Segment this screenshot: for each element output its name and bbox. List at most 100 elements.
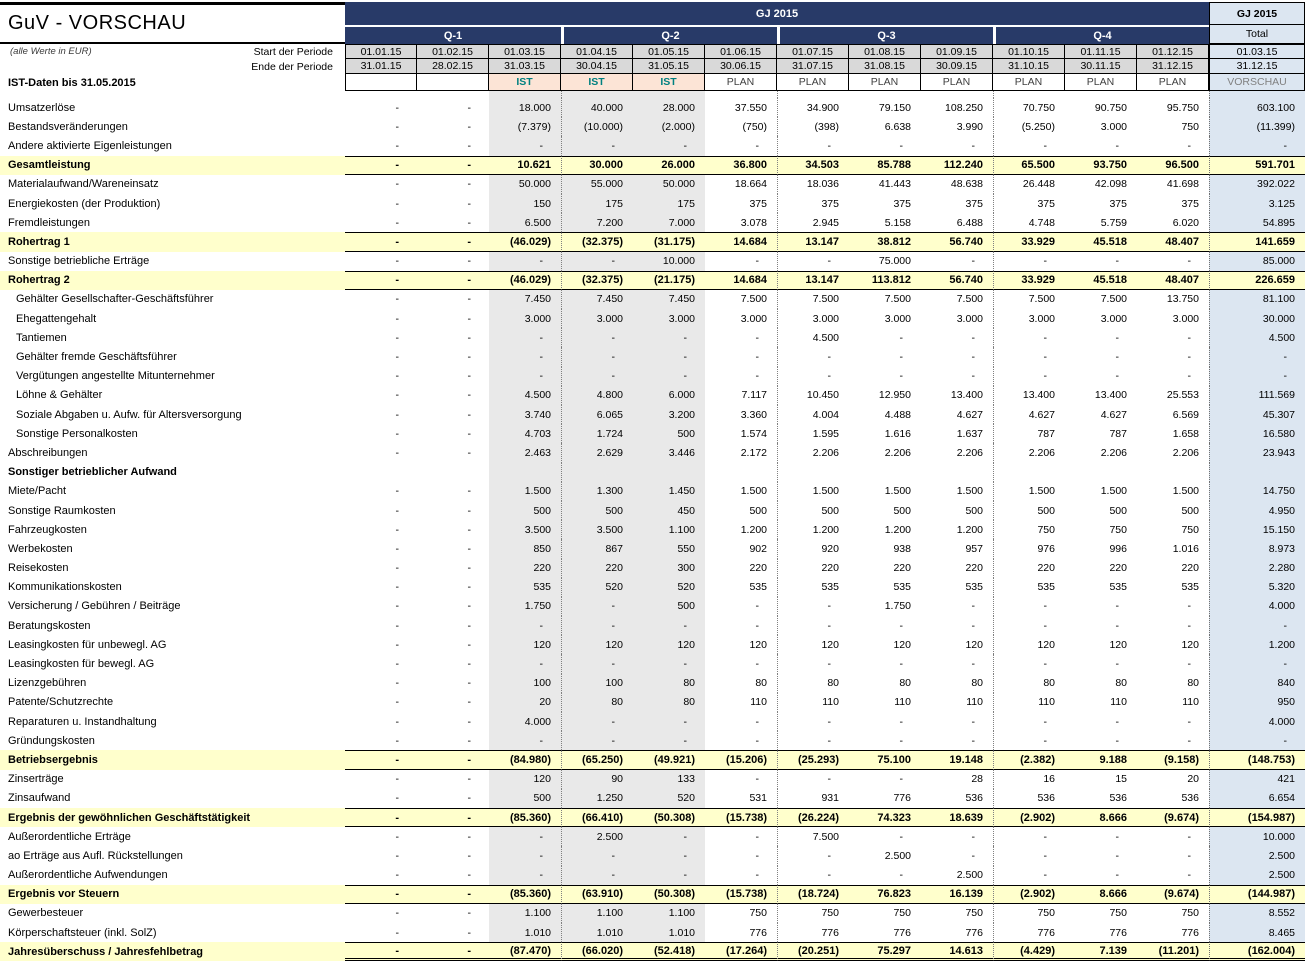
value-cell[interactable]: - — [467, 600, 472, 613]
value-cell[interactable]: - — [395, 734, 400, 747]
value-cell[interactable]: 1.200 — [956, 523, 983, 536]
value-cell[interactable]: - — [755, 830, 760, 843]
total-cell[interactable] — [1209, 462, 1305, 482]
value-cell[interactable]: 1.724 — [561, 424, 633, 444]
value-cell[interactable]: 375 — [993, 193, 1065, 214]
value-cell[interactable]: - — [467, 504, 472, 517]
value-cell[interactable]: 520 — [633, 788, 705, 808]
value-cell[interactable]: - — [777, 366, 849, 386]
value-cell[interactable]: - — [489, 827, 561, 847]
total-cell[interactable]: (11.399) — [1209, 117, 1305, 137]
value-cell[interactable]: 13.400 — [993, 385, 1065, 405]
value-cell[interactable]: 1.658 — [1172, 427, 1199, 440]
value-cell[interactable]: 80 — [993, 673, 1065, 693]
value-cell[interactable]: 6.065 — [561, 405, 633, 425]
value-cell[interactable]: 3.000 — [740, 312, 767, 325]
value-cell[interactable]: 4.004 — [777, 405, 849, 425]
value-cell[interactable]: 2.206 — [777, 443, 849, 463]
value-cell[interactable]: 93.750 — [1065, 155, 1137, 175]
value-cell[interactable]: 3.000 — [993, 309, 1065, 329]
value-cell[interactable]: - — [1187, 331, 1192, 344]
value-cell[interactable]: - — [777, 712, 849, 732]
value-cell[interactable]: (87.470) — [489, 942, 561, 962]
value-cell[interactable]: 113.812 — [849, 270, 921, 290]
row-label[interactable]: Ergebnis der gewöhnlichen Geschäftstätig… — [0, 807, 345, 828]
value-cell[interactable]: 80 — [899, 677, 911, 690]
value-cell[interactable]: (2.902) — [993, 884, 1065, 904]
value-cell[interactable]: (25.293) — [777, 750, 849, 770]
row-label[interactable]: Leasingkosten für unbewegl. AG — [8, 638, 167, 651]
value-cell[interactable]: (85.360) — [489, 884, 561, 904]
value-cell[interactable]: 1.010 — [561, 923, 633, 943]
value-cell[interactable] — [489, 462, 561, 482]
value-cell[interactable]: 787 — [1109, 427, 1127, 440]
value-cell[interactable]: 175 — [633, 193, 705, 214]
value-cell[interactable]: 85.788 — [849, 155, 921, 175]
value-cell[interactable]: - — [1187, 139, 1192, 152]
value-cell[interactable]: - — [345, 155, 417, 175]
value-cell[interactable]: - — [489, 347, 561, 367]
value-cell[interactable]: 40.000 — [561, 98, 633, 118]
row-label[interactable]: Versicherung / Gebühren / Beiträge — [8, 600, 181, 613]
status-cell-plan[interactable]: PLAN — [705, 74, 777, 91]
value-cell[interactable]: (10.000) — [561, 117, 633, 137]
value-cell[interactable]: 2.206 — [993, 443, 1065, 463]
value-cell[interactable]: 535 — [1181, 581, 1199, 594]
value-cell[interactable]: - — [777, 251, 849, 271]
value-cell[interactable]: 500 — [993, 500, 1065, 521]
row-label[interactable]: Außerordentliche Aufwendungen — [8, 869, 168, 882]
value-cell[interactable]: (9.674) — [1137, 807, 1209, 828]
value-cell[interactable]: 976 — [993, 539, 1065, 559]
value-cell[interactable]: 1.100 — [561, 903, 633, 924]
total-cell[interactable]: - — [1209, 616, 1305, 636]
value-cell[interactable]: (750) — [742, 120, 767, 133]
value-cell[interactable]: 48.407 — [1137, 270, 1209, 290]
value-cell[interactable]: (26.224) — [777, 807, 849, 828]
value-cell[interactable]: (31.175) — [633, 232, 705, 252]
value-cell[interactable]: 12.950 — [878, 389, 911, 402]
value-cell[interactable]: 3.446 — [633, 443, 705, 463]
total-cell[interactable]: 14.750 — [1209, 481, 1305, 501]
row-label[interactable]: Bestandsveränderungen — [8, 120, 128, 133]
total-cell[interactable]: 10.000 — [1209, 827, 1305, 847]
value-cell[interactable]: - — [345, 884, 417, 904]
value-cell[interactable]: 3.000 — [777, 309, 849, 329]
value-cell[interactable]: - — [489, 654, 561, 674]
value-cell[interactable]: 2.206 — [956, 446, 983, 459]
value-cell[interactable]: (2.902) — [993, 807, 1065, 828]
value-cell[interactable]: 500 — [489, 788, 561, 808]
value-cell[interactable]: - — [1187, 255, 1192, 268]
value-cell[interactable]: 787 — [993, 424, 1065, 444]
value-cell[interactable]: - — [467, 197, 472, 210]
period-start-date[interactable]: 01.01.15 — [345, 44, 417, 59]
total-cell[interactable]: 392.022 — [1209, 174, 1305, 194]
value-cell[interactable]: 16.139 — [921, 884, 993, 904]
value-cell[interactable]: - — [899, 734, 904, 747]
value-cell[interactable]: 500 — [965, 504, 983, 517]
period-start-date[interactable]: 01.05.15 — [633, 44, 705, 59]
value-cell[interactable]: - — [777, 865, 849, 885]
value-cell[interactable]: - — [899, 773, 904, 786]
value-cell[interactable]: 750 — [893, 907, 911, 920]
value-cell[interactable]: - — [467, 351, 472, 364]
value-cell[interactable]: 7.200 — [561, 213, 633, 233]
value-cell[interactable]: 120 — [1109, 638, 1127, 651]
value-cell[interactable]: - — [755, 600, 760, 613]
value-cell[interactable]: - — [993, 827, 1065, 847]
total-cell[interactable]: (154.987) — [1209, 807, 1305, 828]
value-cell[interactable]: 750 — [1181, 120, 1199, 133]
value-cell[interactable]: 500 — [1109, 504, 1127, 517]
row-label[interactable]: Fremdleistungen — [8, 216, 90, 229]
value-cell[interactable]: 1.500 — [489, 481, 561, 501]
value-cell[interactable]: 375 — [893, 197, 911, 210]
value-cell[interactable]: 8.666 — [1065, 884, 1137, 904]
value-cell[interactable]: 3.740 — [489, 405, 561, 425]
value-cell[interactable]: - — [417, 270, 489, 290]
value-cell[interactable] — [705, 463, 777, 482]
value-cell[interactable]: 13.750 — [1166, 293, 1199, 306]
value-cell[interactable]: - — [467, 849, 472, 862]
value-cell[interactable]: 45.518 — [1065, 270, 1137, 290]
row-label[interactable]: Sonstiger betrieblicher Aufwand — [8, 466, 177, 479]
value-cell[interactable]: - — [971, 715, 976, 728]
value-cell[interactable]: 110 — [750, 696, 767, 709]
